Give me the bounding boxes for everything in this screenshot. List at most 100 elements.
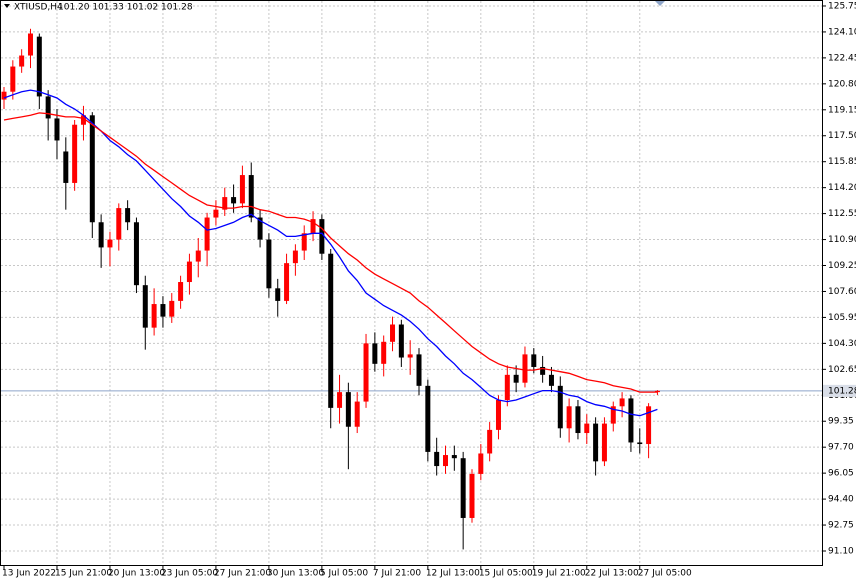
candle-body bbox=[186, 261, 192, 283]
y-tick-label: 99.35 bbox=[828, 417, 854, 427]
y-tick-label: 115.85 bbox=[828, 157, 856, 167]
candle-body bbox=[160, 304, 166, 317]
candle-body bbox=[63, 151, 69, 183]
y-tick-label: 94.40 bbox=[828, 495, 854, 505]
candle-body bbox=[619, 398, 625, 407]
candle-body bbox=[54, 118, 60, 141]
candle-body bbox=[319, 219, 325, 254]
x-tick-label: 19 Jul 21:00 bbox=[532, 569, 586, 579]
candle-body bbox=[257, 217, 263, 240]
candle-body bbox=[398, 324, 404, 358]
candle-body bbox=[292, 250, 298, 264]
candle-body bbox=[301, 233, 307, 251]
candle-body bbox=[469, 473, 475, 518]
x-tick-label: 23 Jun 05:00 bbox=[161, 569, 218, 579]
candle-body bbox=[548, 374, 554, 386]
y-tick-label: 120.80 bbox=[828, 79, 856, 89]
y-tick-label: 105.95 bbox=[828, 313, 856, 323]
candle-body bbox=[390, 324, 396, 342]
candle-body bbox=[628, 398, 634, 443]
y-tick-label: 97.70 bbox=[828, 443, 854, 453]
candle-body bbox=[10, 66, 16, 92]
x-tick-label: 27 Jun 21:00 bbox=[214, 569, 271, 579]
x-tick-label: 22 Jul 13:00 bbox=[585, 569, 639, 579]
candle-body bbox=[584, 423, 590, 434]
candle-body bbox=[460, 458, 466, 518]
x-tick-label: 5 Jul 05:00 bbox=[320, 569, 369, 579]
candle-body bbox=[80, 115, 86, 125]
candle-body bbox=[531, 354, 537, 367]
candle-body bbox=[557, 385, 563, 429]
candle-body bbox=[425, 385, 431, 452]
candle-body bbox=[222, 197, 228, 210]
candle-body bbox=[637, 442, 643, 445]
x-tick-label: 13 Jun 2022 bbox=[2, 569, 56, 579]
y-tick-label: 119.15 bbox=[828, 105, 856, 115]
candle-body bbox=[107, 239, 113, 248]
candle-body bbox=[478, 453, 484, 474]
ohlc-label: 101.20 101.33 101.02 101.28 bbox=[58, 3, 193, 13]
y-tick-label: 112.55 bbox=[828, 209, 856, 219]
candle-body bbox=[195, 250, 201, 262]
candle-body bbox=[72, 124, 78, 183]
candle-body bbox=[407, 354, 413, 358]
candle-body bbox=[266, 239, 272, 289]
shift-marker bbox=[655, 1, 665, 6]
candle-body bbox=[45, 96, 51, 119]
candle-body bbox=[345, 392, 351, 427]
x-tick-label: 15 Jun 21:00 bbox=[55, 569, 112, 579]
candle-body bbox=[116, 208, 122, 240]
candle-body bbox=[98, 222, 104, 248]
y-tick-label: 125.75 bbox=[828, 1, 856, 11]
y-tick-label: 104.30 bbox=[828, 339, 856, 349]
symbol: XTIUSD,H4 bbox=[14, 3, 63, 13]
candle-body bbox=[416, 354, 422, 386]
candle-body bbox=[89, 115, 95, 223]
candle-body bbox=[36, 36, 42, 97]
x-tick-label: 12 Jul 13:00 bbox=[426, 569, 480, 579]
candle-body bbox=[231, 197, 237, 204]
candle-body bbox=[513, 374, 519, 383]
last-price-tag bbox=[823, 384, 856, 397]
candle-body bbox=[504, 374, 510, 400]
candle-body bbox=[372, 343, 378, 364]
candle-body bbox=[19, 55, 25, 67]
candle-body bbox=[487, 429, 493, 454]
y-tick-label: 96.05 bbox=[828, 469, 854, 479]
candle-body bbox=[443, 455, 448, 467]
candle-body bbox=[204, 217, 210, 251]
candle-body bbox=[601, 423, 607, 462]
y-tick-label: 122.45 bbox=[828, 53, 856, 63]
candle-body bbox=[178, 282, 184, 301]
candle-body bbox=[593, 423, 599, 462]
y-tick-label: 91.10 bbox=[828, 547, 854, 557]
y-tick-label: 124.10 bbox=[828, 27, 856, 37]
candle-body bbox=[248, 175, 254, 218]
candle-body bbox=[434, 451, 440, 467]
candle-body bbox=[646, 406, 652, 445]
candle-body bbox=[354, 401, 360, 427]
moving-average bbox=[3, 89, 658, 417]
candle-body bbox=[275, 288, 281, 301]
candle-body bbox=[540, 366, 546, 375]
x-tick-label: 27 Jul 05:00 bbox=[638, 569, 692, 579]
candle-body bbox=[213, 209, 219, 218]
candle-body bbox=[1, 91, 7, 100]
candle-body bbox=[337, 392, 343, 408]
y-tick-label: 109.25 bbox=[828, 261, 856, 271]
candle-body bbox=[284, 263, 290, 301]
candle-body bbox=[451, 455, 457, 459]
candle-body bbox=[495, 399, 501, 430]
y-tick-label: 92.75 bbox=[828, 521, 854, 531]
candle-body bbox=[566, 406, 572, 429]
candle-body bbox=[142, 285, 148, 328]
candle-body bbox=[363, 343, 369, 402]
y-tick-label: 110.90 bbox=[828, 235, 856, 245]
y-tick-label: 117.50 bbox=[828, 131, 856, 141]
candle-body bbox=[381, 341, 387, 364]
plot-frame bbox=[0, 0, 823, 566]
y-tick-label: 107.60 bbox=[828, 287, 856, 297]
candle-body bbox=[310, 219, 316, 234]
